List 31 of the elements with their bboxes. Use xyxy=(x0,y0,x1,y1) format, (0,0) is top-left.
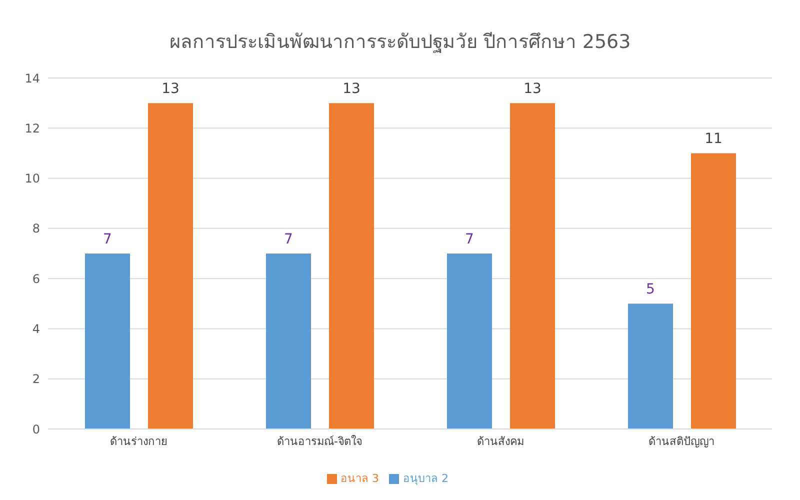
y-tick-label: 4 xyxy=(32,322,40,336)
y-tick-label: 14 xyxy=(24,71,40,86)
data-label: 5 xyxy=(646,282,655,298)
y-tick-label: 10 xyxy=(24,172,40,186)
data-label: 7 xyxy=(284,232,293,248)
y-tick-label: 12 xyxy=(24,121,40,136)
bar xyxy=(85,254,130,429)
x-tick-label: ด้านร่างกาย xyxy=(110,434,167,448)
data-label: 13 xyxy=(524,81,542,98)
bar xyxy=(691,153,736,429)
x-tick-label: ด้านอารมณ์-จิตใจ xyxy=(277,434,362,448)
bar xyxy=(628,304,673,429)
legend-label: อนาล 3 xyxy=(340,472,379,485)
data-label: 11 xyxy=(704,131,722,148)
x-tick-label: ด้านสติปัญญา xyxy=(648,434,714,448)
bar xyxy=(329,103,374,429)
y-tick-label: 0 xyxy=(32,422,40,436)
y-tick-label: 8 xyxy=(32,222,40,236)
chart-title: ผลการประเมินพัฒนาการระดับปฐมวัย ปีการศึกษา 2563 xyxy=(168,30,632,55)
data-label: 13 xyxy=(162,81,180,98)
bar xyxy=(447,254,492,429)
bar xyxy=(266,254,311,429)
bar xyxy=(510,103,555,429)
legend-label: อนุบาล 2 xyxy=(403,472,448,485)
data-label: 7 xyxy=(465,232,474,248)
y-tick-label: 2 xyxy=(32,372,40,386)
x-tick-label: ด้านสังคม xyxy=(477,434,524,448)
data-label: 13 xyxy=(342,81,360,98)
y-tick-label: 6 xyxy=(32,272,40,286)
bar xyxy=(148,103,193,429)
data-label: 7 xyxy=(103,232,112,248)
